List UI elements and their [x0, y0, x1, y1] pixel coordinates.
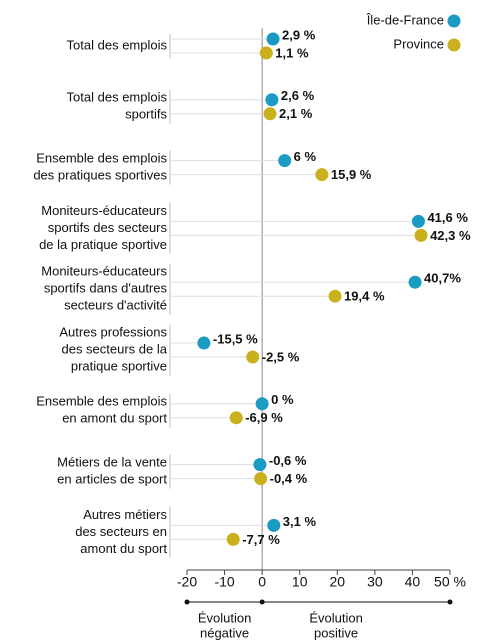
dot	[414, 228, 428, 242]
category-label: sportifs des secteurs	[48, 220, 168, 235]
legend-label: Province	[393, 36, 444, 51]
dot	[246, 350, 260, 364]
dot	[408, 275, 422, 289]
value-label: 15,9 %	[331, 167, 372, 182]
value-label: 19,4 %	[344, 289, 385, 304]
category-label: amont du sport	[80, 541, 167, 556]
evolution-dot	[184, 599, 190, 605]
legend-label: Île-de-France	[366, 12, 444, 27]
category-label: Métiers de la vente	[57, 455, 167, 470]
annotation: Évolution	[309, 610, 362, 625]
dot	[229, 411, 243, 425]
category-label: des secteurs en	[75, 524, 167, 539]
value-label: 2,1 %	[279, 106, 313, 121]
dot	[328, 289, 342, 303]
value-label: 6 %	[294, 149, 317, 164]
category-label: en articles de sport	[57, 472, 167, 487]
dot	[226, 532, 240, 546]
category-label: en amont du sport	[62, 411, 167, 426]
category-label: des pratiques sportives	[33, 168, 167, 183]
x-tick-label: 10	[292, 574, 308, 590]
dot	[266, 32, 280, 46]
value-label: 2,6 %	[281, 88, 315, 103]
dot	[253, 458, 267, 472]
category-label: Autres professions	[59, 324, 167, 339]
x-tick-label: 30	[367, 574, 383, 590]
dot	[254, 472, 268, 486]
legend-dot	[447, 38, 461, 52]
evolution-dot	[447, 599, 453, 605]
category-label: Autres métiers	[83, 507, 167, 522]
dot	[265, 93, 279, 107]
dot	[278, 154, 292, 168]
evolution-dot	[259, 599, 265, 605]
x-tick-label: 20	[329, 574, 345, 590]
category-label: sportifs	[125, 107, 167, 122]
value-label: -0,6 %	[269, 453, 307, 468]
x-tick-label: 40	[405, 574, 421, 590]
category-label: secteurs d'activité	[64, 298, 167, 313]
category-label: Total des emplois	[67, 37, 168, 52]
value-label: 41,6 %	[427, 210, 468, 225]
category-label: sportifs dans d'autres	[44, 281, 168, 296]
value-label: 40,7%	[424, 271, 461, 286]
x-tick-label: -10	[214, 574, 234, 590]
legend-dot	[447, 14, 461, 28]
dot	[255, 397, 269, 411]
dot	[315, 168, 329, 182]
annotation: Évolution	[198, 610, 251, 625]
category-label: Moniteurs-éducateurs	[41, 264, 167, 279]
category-label: pratique sportive	[71, 358, 167, 373]
value-label: -6,9 %	[245, 410, 283, 425]
category-label: de la pratique sportive	[39, 237, 167, 252]
x-tick-label: 50 %	[434, 574, 466, 590]
dot	[267, 518, 281, 532]
value-label: -7,7 %	[242, 532, 280, 547]
annotation: négative	[200, 625, 249, 640]
x-tick-label: 0	[258, 574, 266, 590]
category-label: Ensemble des emplois	[36, 394, 167, 409]
value-label: 3,1 %	[283, 514, 317, 529]
category-label: Total des emplois	[67, 90, 168, 105]
x-tick-label: -20	[177, 574, 197, 590]
category-label: Moniteurs-éducateurs	[41, 203, 167, 218]
dot	[197, 336, 211, 350]
value-label: 0 %	[271, 392, 294, 407]
value-label: 42,3 %	[430, 228, 471, 243]
value-label: 1,1 %	[275, 45, 309, 60]
category-label: des secteurs de la	[61, 341, 167, 356]
dot	[259, 46, 273, 60]
value-label: -15,5 %	[213, 331, 258, 346]
annotation: positive	[314, 625, 358, 640]
value-label: -2,5 %	[262, 349, 300, 364]
dot	[263, 107, 277, 121]
category-label: Ensemble des emplois	[36, 151, 167, 166]
value-label: -0,4 %	[270, 471, 308, 486]
dot	[411, 214, 425, 228]
value-label: 2,9 %	[282, 27, 316, 42]
